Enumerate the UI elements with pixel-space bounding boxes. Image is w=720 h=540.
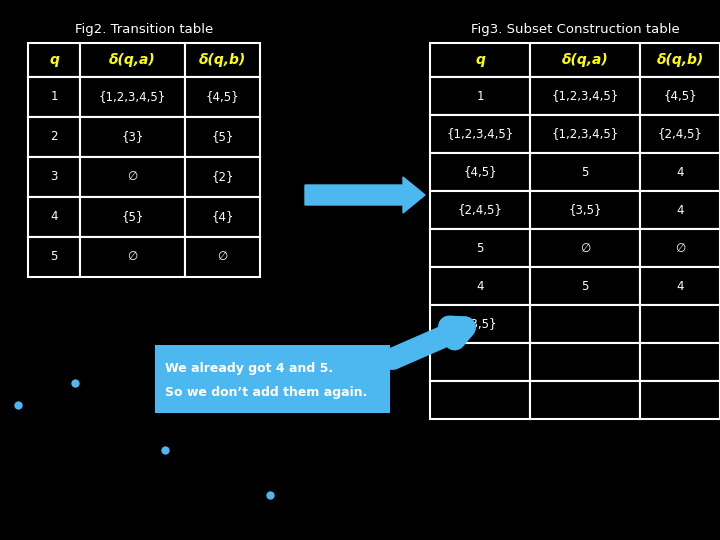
Bar bbox=[640, 43, 720, 77]
Bar bbox=[430, 43, 530, 77]
Text: ∅: ∅ bbox=[580, 241, 590, 254]
Bar bbox=[640, 77, 720, 115]
Bar bbox=[28, 77, 80, 117]
Bar bbox=[430, 191, 530, 229]
Text: {1,2,3,4,5}: {1,2,3,4,5} bbox=[552, 90, 618, 103]
Bar bbox=[430, 305, 530, 343]
Text: {3,5}: {3,5} bbox=[568, 204, 602, 217]
Bar bbox=[28, 117, 80, 157]
Text: {4,5}: {4,5} bbox=[463, 165, 497, 179]
Text: δ(q,a): δ(q,a) bbox=[562, 53, 608, 67]
Bar bbox=[185, 157, 260, 197]
Text: {1,2,3,4,5}: {1,2,3,4,5} bbox=[552, 127, 618, 140]
Bar bbox=[430, 229, 530, 267]
Bar bbox=[28, 43, 80, 77]
Bar bbox=[640, 191, 720, 229]
Bar bbox=[430, 115, 530, 153]
Bar bbox=[530, 115, 640, 153]
Bar bbox=[530, 43, 640, 77]
Text: {3,5}: {3,5} bbox=[463, 318, 497, 330]
Text: So we don’t add them again.: So we don’t add them again. bbox=[165, 386, 367, 399]
Bar bbox=[640, 381, 720, 419]
Bar bbox=[80, 117, 185, 157]
Bar bbox=[640, 267, 720, 305]
Bar bbox=[185, 117, 260, 157]
Bar bbox=[430, 153, 530, 191]
Text: δ(q,a): δ(q,a) bbox=[109, 53, 156, 67]
Text: {4}: {4} bbox=[211, 211, 234, 224]
Bar bbox=[430, 381, 530, 419]
Bar bbox=[430, 343, 530, 381]
Bar bbox=[80, 197, 185, 237]
Bar bbox=[640, 305, 720, 343]
Text: 5: 5 bbox=[477, 241, 484, 254]
Text: δ(q,b): δ(q,b) bbox=[199, 53, 246, 67]
Bar bbox=[530, 343, 640, 381]
Text: ∅: ∅ bbox=[127, 251, 138, 264]
Text: {5}: {5} bbox=[211, 131, 234, 144]
Bar bbox=[430, 267, 530, 305]
Text: {2,4,5}: {2,4,5} bbox=[657, 127, 703, 140]
Bar bbox=[430, 77, 530, 115]
Bar bbox=[185, 197, 260, 237]
Text: {1,2,3,4,5}: {1,2,3,4,5} bbox=[446, 127, 513, 140]
Text: {5}: {5} bbox=[121, 211, 144, 224]
Text: We already got 4 and 5.: We already got 4 and 5. bbox=[165, 362, 333, 375]
Text: 4: 4 bbox=[676, 204, 684, 217]
Text: Fig2. Transition table: Fig2. Transition table bbox=[75, 23, 213, 36]
Bar bbox=[185, 237, 260, 277]
Text: 3: 3 bbox=[50, 171, 58, 184]
Text: q: q bbox=[49, 53, 59, 67]
Bar bbox=[155, 345, 390, 413]
Bar bbox=[640, 115, 720, 153]
Bar bbox=[530, 77, 640, 115]
Text: {3}: {3} bbox=[121, 131, 144, 144]
Text: 2: 2 bbox=[50, 131, 58, 144]
Bar bbox=[530, 381, 640, 419]
Text: q: q bbox=[475, 53, 485, 67]
Text: {4,5}: {4,5} bbox=[206, 91, 239, 104]
Text: 1: 1 bbox=[476, 90, 484, 103]
Bar bbox=[80, 77, 185, 117]
Bar bbox=[530, 153, 640, 191]
Bar bbox=[530, 191, 640, 229]
Bar bbox=[640, 153, 720, 191]
Bar bbox=[28, 197, 80, 237]
Bar bbox=[640, 343, 720, 381]
Bar bbox=[28, 157, 80, 197]
Bar bbox=[185, 43, 260, 77]
Text: 1: 1 bbox=[50, 91, 58, 104]
Text: 4: 4 bbox=[676, 165, 684, 179]
Bar bbox=[80, 237, 185, 277]
Text: 5: 5 bbox=[581, 165, 589, 179]
Bar bbox=[530, 229, 640, 267]
Text: δ(q,b): δ(q,b) bbox=[657, 53, 703, 67]
Text: {4,5}: {4,5} bbox=[663, 90, 697, 103]
Text: ∅: ∅ bbox=[127, 171, 138, 184]
Text: ∅: ∅ bbox=[675, 241, 685, 254]
Text: 4: 4 bbox=[676, 280, 684, 293]
Text: ∅: ∅ bbox=[217, 251, 228, 264]
FancyArrow shape bbox=[305, 177, 425, 213]
Text: 4: 4 bbox=[50, 211, 58, 224]
Bar bbox=[530, 305, 640, 343]
Bar bbox=[80, 43, 185, 77]
Bar bbox=[80, 157, 185, 197]
Text: {1,2,3,4,5}: {1,2,3,4,5} bbox=[99, 91, 166, 104]
Text: {2}: {2} bbox=[211, 171, 234, 184]
Text: 5: 5 bbox=[581, 280, 589, 293]
Bar bbox=[530, 267, 640, 305]
Bar bbox=[185, 77, 260, 117]
Text: 4: 4 bbox=[476, 280, 484, 293]
Text: {2,4,5}: {2,4,5} bbox=[458, 204, 503, 217]
Bar bbox=[640, 229, 720, 267]
Bar bbox=[28, 237, 80, 277]
Text: Fig3. Subset Construction table: Fig3. Subset Construction table bbox=[471, 23, 680, 36]
Text: 5: 5 bbox=[50, 251, 58, 264]
